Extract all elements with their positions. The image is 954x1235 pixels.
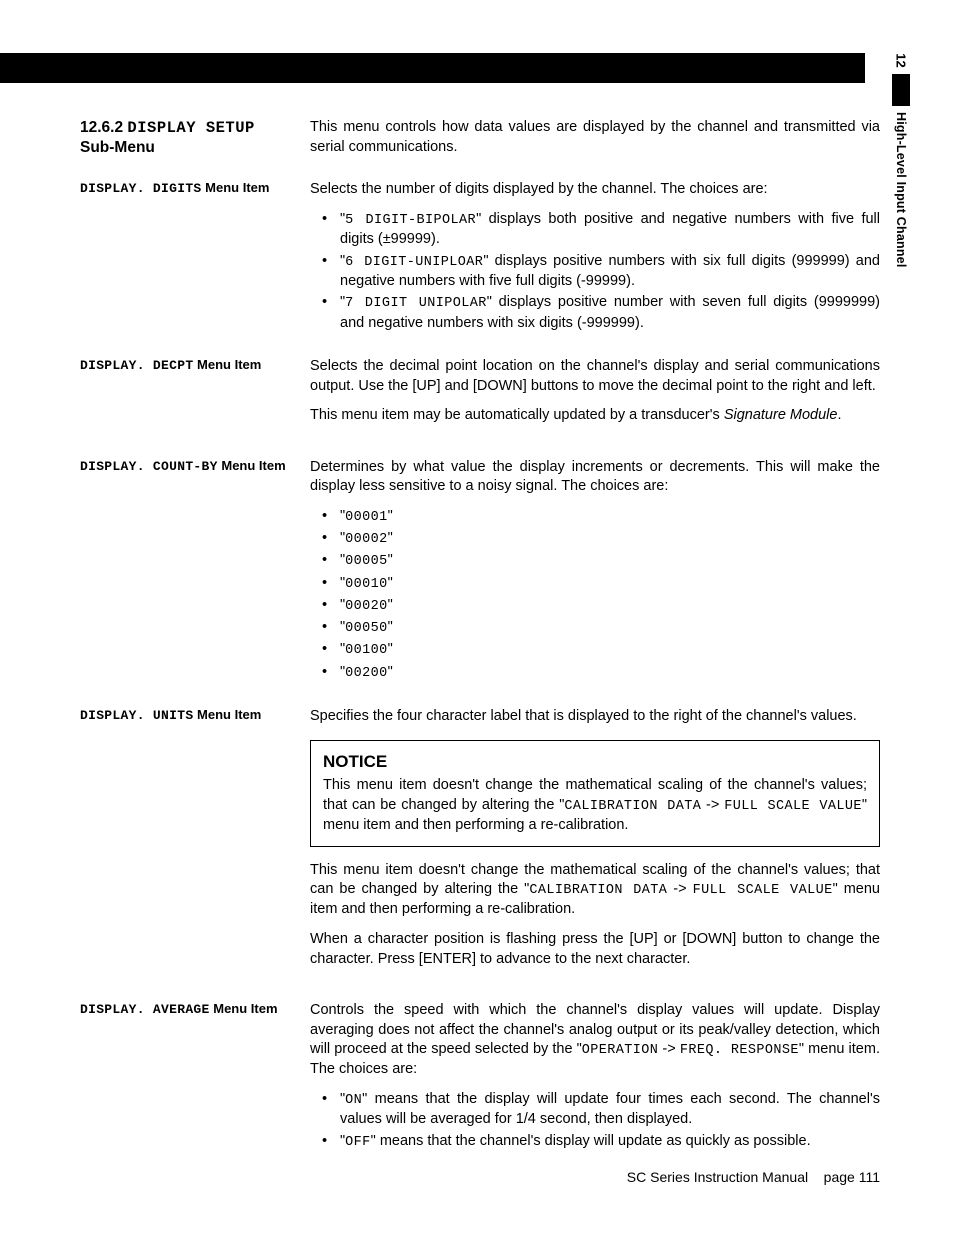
list-item: "00002" (322, 529, 880, 549)
average-menu-label: DISPLAY. AVERAGE Menu Item (80, 1001, 298, 1017)
notice-body: This menu item doesn't change the mathem… (323, 776, 867, 835)
digits-menu-label: DISPLAY. DIGITS Menu Item (80, 180, 298, 196)
notice-title: NOTICE (323, 751, 867, 774)
list-item: "00005" (322, 551, 880, 571)
list-item: "ON" means that the display will update … (322, 1090, 880, 1130)
list-item: "00010" (322, 574, 880, 594)
countby-options: "00001" "00002" "00005" "00010" "00020" … (310, 507, 880, 683)
list-item: "00100" (322, 640, 880, 660)
decpt-p2: This menu item may be automatically upda… (310, 406, 880, 426)
list-item: "00050" (322, 618, 880, 638)
list-item: "00001" (322, 507, 880, 527)
chapter-title: High-Level Input Channel (894, 112, 908, 268)
units-p2: When a character position is flashing pr… (310, 930, 880, 969)
average-intro: Controls the speed with which the channe… (310, 1001, 880, 1080)
decpt-menu-label: DISPLAY. DECPT Menu Item (80, 357, 298, 373)
list-item: "5 DIGIT-BIPOLAR" displays both positive… (322, 210, 880, 250)
units-intro: Specifies the four character label that … (310, 707, 880, 727)
list-item: "00200" (322, 663, 880, 683)
list-item: "OFF" means that the channel's display w… (322, 1132, 880, 1152)
page-footer: SC Series Instruction Manual page 111 (80, 1169, 880, 1185)
header-black-bar (0, 53, 865, 83)
list-item: "7 DIGIT UNIPOLAR" displays positive num… (322, 293, 880, 333)
chapter-tab-block (892, 74, 910, 106)
chapter-number: 12 (894, 53, 909, 67)
list-item: "6 DIGIT-UNIPLOAR" displays positive num… (322, 252, 880, 292)
units-para-repeat: This menu item doesn't change the mathem… (310, 861, 880, 920)
chapter-side-tab: 12 High-Level Input Channel (883, 53, 919, 268)
section-description: This menu controls how data values are d… (310, 118, 880, 158)
average-options: "ON" means that the display will update … (310, 1090, 880, 1152)
notice-box: NOTICE This menu item doesn't change the… (310, 740, 880, 846)
digits-options: "5 DIGIT-BIPOLAR" displays both positive… (310, 210, 880, 333)
decpt-p1: Selects the decimal point location on th… (310, 357, 880, 396)
countby-intro: Determines by what value the display inc… (310, 458, 880, 497)
section-heading: 12.6.2 DISPLAY SETUP Sub-Menu (80, 118, 298, 158)
countby-menu-label: DISPLAY. COUNT-BY Menu Item (80, 458, 298, 474)
units-menu-label: DISPLAY. UNITS Menu Item (80, 707, 298, 723)
page-content: 12.6.2 DISPLAY SETUP Sub-Menu This menu … (80, 118, 880, 1164)
digits-intro: Selects the number of digits displayed b… (310, 180, 880, 200)
list-item: "00020" (322, 596, 880, 616)
